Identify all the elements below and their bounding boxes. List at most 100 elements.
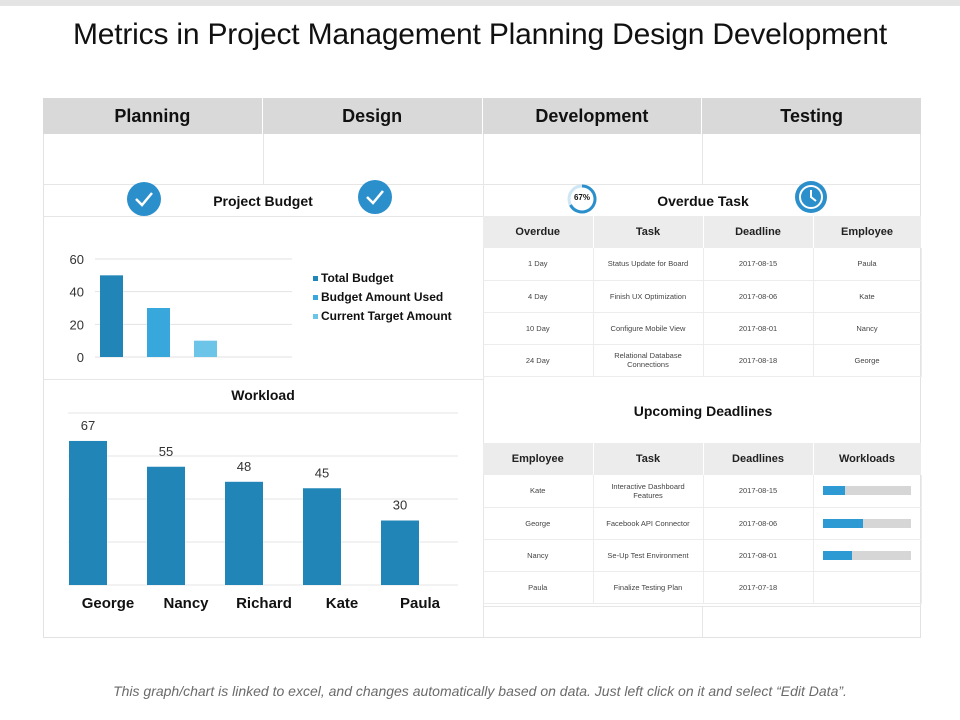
- legend-swatch: [313, 295, 318, 300]
- overdue-cell: 1 Day: [483, 248, 594, 281]
- deadline-cell: 2017-08-06: [703, 280, 814, 313]
- y-tick-label: 0: [77, 350, 84, 365]
- tab-design[interactable]: Design: [262, 98, 483, 134]
- data-label: 48: [237, 459, 251, 474]
- workload-bar: [303, 488, 341, 585]
- divider: [483, 134, 484, 638]
- overdue-cell: 10 Day: [483, 312, 594, 345]
- task-cell: Se-Up Test Environment: [593, 539, 704, 572]
- data-label: 45: [315, 465, 329, 480]
- table-header-row: Overdue Task Deadline Employee: [483, 216, 922, 248]
- column-header: Deadline: [703, 216, 814, 248]
- column-header: Employee: [813, 216, 922, 248]
- employee-cell: George: [813, 344, 922, 377]
- progress-ring-icon: 67%: [566, 183, 598, 215]
- workload-bar-fill: [823, 486, 845, 496]
- workload-title: Workload: [231, 387, 295, 403]
- y-tick-label: 60: [70, 252, 84, 267]
- employee-cell: Nancy: [813, 312, 922, 345]
- overdue-cell: 4 Day: [483, 280, 594, 313]
- workload-cell: [813, 507, 922, 540]
- task-cell: Finalize Testing Plan: [593, 571, 704, 604]
- deadline-cell: 2017-08-01: [703, 539, 814, 572]
- overdue-task-title: Overdue Task: [657, 193, 749, 209]
- x-tick-label: George: [82, 595, 135, 612]
- legend-item: Budget Amount Used: [313, 291, 453, 304]
- workload-bar-track: [823, 550, 911, 560]
- workload-cell: [813, 539, 922, 572]
- data-label: 67: [81, 418, 95, 433]
- workload-bar: [69, 440, 107, 585]
- check-icon: [358, 180, 392, 214]
- task-cell: Interactive Dashboard Features: [593, 475, 704, 508]
- table-row: Nancy Se-Up Test Environment 2017-08-01: [483, 539, 922, 572]
- employee-cell: Kate: [813, 280, 922, 313]
- legend-label: Budget Amount Used: [321, 290, 444, 304]
- table-row: Kate Interactive Dashboard Features 2017-0…: [483, 475, 922, 508]
- workload-bar-fill: [823, 518, 863, 528]
- project-budget-title: Project Budget: [213, 193, 313, 209]
- x-tick-label: Richard: [236, 595, 292, 612]
- check-icon: [127, 182, 161, 216]
- task-cell: Configure Mobile View: [593, 312, 704, 345]
- divider: [702, 134, 703, 184]
- employee-cell: Paula: [483, 571, 594, 604]
- budget-bar: [147, 308, 170, 357]
- employee-cell: Kate: [483, 475, 594, 508]
- tab-development[interactable]: Development: [482, 98, 703, 134]
- workload-bar: [147, 466, 185, 585]
- divider: [702, 606, 703, 638]
- table-row: 10 Day Configure Mobile View 2017-08-01 Nan…: [483, 312, 922, 345]
- deadline-cell: 2017-08-01: [703, 312, 814, 345]
- table-row: Paula Finalize Testing Plan 2017-07-18: [483, 571, 922, 604]
- task-cell: Finish UX Optimization: [593, 280, 704, 313]
- workload-bar-track: [823, 518, 911, 528]
- tab-testing[interactable]: Testing: [702, 98, 921, 134]
- employee-cell: George: [483, 507, 594, 540]
- phase-tabs: Planning Design Development Testing: [43, 98, 921, 134]
- deadline-cell: 2017-08-15: [703, 248, 814, 281]
- workload-cell: [813, 571, 922, 604]
- x-tick-label: Nancy: [163, 595, 209, 612]
- x-tick-label: Paula: [400, 595, 441, 612]
- legend-label: Current Target Amount: [321, 309, 452, 323]
- overdue-cell: 24 Day: [483, 344, 594, 377]
- task-cell: Status Update for Board: [593, 248, 704, 281]
- table-row: 24 Day Relational Database Connections 201…: [483, 344, 922, 377]
- budget-legend: Total Budget Budget Amount Used Current Ta…: [313, 272, 453, 329]
- divider: [43, 184, 921, 185]
- task-cell: Facebook API Connector: [593, 507, 704, 540]
- deadline-cell: 2017-08-06: [703, 507, 814, 540]
- column-header: Task: [593, 443, 704, 475]
- divider: [43, 379, 483, 380]
- employee-cell: Paula: [813, 248, 922, 281]
- deadline-cell: 2017-08-15: [703, 475, 814, 508]
- table-row: 4 Day Finish UX Optimization 2017-08-06 Kat…: [483, 280, 922, 313]
- workload-bar: [381, 520, 419, 585]
- divider: [263, 134, 264, 184]
- budget-bar: [194, 340, 217, 357]
- data-label: 30: [393, 498, 407, 513]
- workload-bar: [225, 481, 263, 585]
- workload-bar-track: [823, 486, 911, 496]
- legend-swatch: [313, 276, 318, 281]
- page-title: Metrics in Project Management Planning D…: [72, 18, 887, 51]
- legend-item: Total Budget: [313, 272, 453, 285]
- table-row: 1 Day Status Update for Board 2017-08-15 Pa…: [483, 248, 922, 281]
- task-cell: Relational Database Connections: [593, 344, 704, 377]
- data-label: 55: [159, 444, 173, 459]
- workload-chart: 67 George 55 Nancy 48 Richard 45 Kate 30 Paula: [68, 412, 458, 612]
- top-bar: [0, 0, 960, 6]
- clock-icon: [794, 180, 828, 214]
- y-tick-label: 20: [70, 317, 84, 332]
- overdue-table: Overdue Task Deadline Employee 1 Day Stat…: [483, 216, 922, 377]
- tab-planning[interactable]: Planning: [43, 98, 263, 134]
- employee-cell: Nancy: [483, 539, 594, 572]
- legend-item: Current Target Amount: [313, 310, 453, 323]
- divider: [43, 216, 483, 217]
- budget-bar: [100, 275, 123, 357]
- column-header: Workloads: [813, 443, 922, 475]
- workload-cell: [813, 475, 922, 508]
- legend-label: Total Budget: [321, 271, 394, 285]
- column-header: Employee: [483, 443, 594, 475]
